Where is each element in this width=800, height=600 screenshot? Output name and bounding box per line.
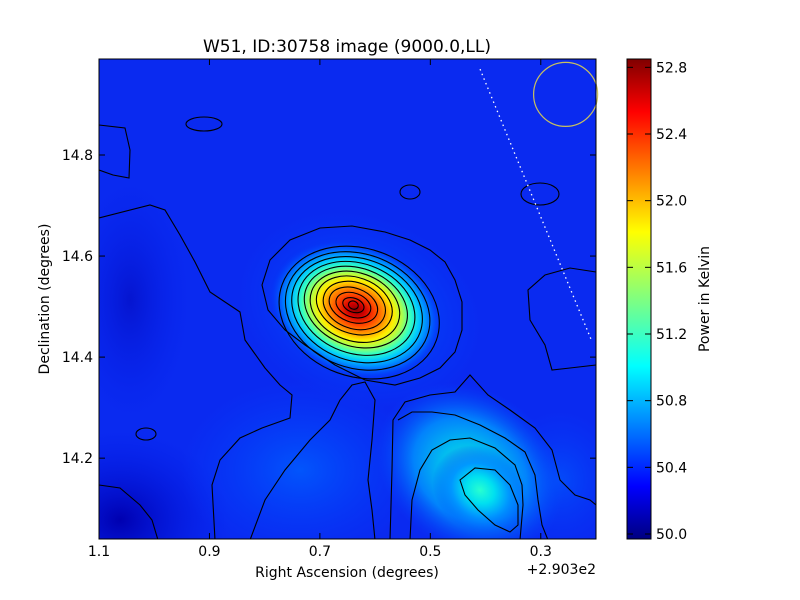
colorbar-ticks: 50.0 50.4 50.8 51.2 51.6 52.0 52.4 52.8 [627,60,687,543]
colorbar [626,58,652,540]
y-axis-ticks: 14.2 14.4 14.6 14.8 [62,148,596,467]
x-axis-offset-label: +2.903e2 [527,562,596,578]
contour-main-outer [261,225,463,386]
contour-blob-left [135,427,157,441]
x-tick-label: 0.7 [309,544,331,560]
dark-region-left [99,180,190,420]
x-tick-label: 0.9 [198,544,220,560]
contour-lines [99,116,596,539]
contour-left-boundary [99,204,293,539]
secondary-source [432,445,528,535]
contour-blob-top [185,116,223,132]
heatmap-image [99,59,596,539]
contour-lower-left [99,484,159,539]
colorbar-tick-label: 51.2 [656,327,687,343]
colorbar-tick-label: 51.6 [656,260,687,276]
plot-frame [98,58,597,540]
y-tick-label: 14.6 [62,249,93,265]
bright-region-bottom [180,380,420,539]
y-tick-label: 14.4 [62,350,93,366]
y-axis-label: Declination (degrees) [37,224,53,375]
colorbar-tick-label: 52.4 [656,127,687,143]
x-axis-label: Right Ascension (degrees) [255,565,439,581]
contour-blob-right [520,182,560,206]
chart-title: W51, ID:30758 image (9000.0,LL) [203,37,491,57]
contour-blob-small [399,184,421,200]
x-tick-label: 0.3 [530,544,552,560]
contour-secondary-1 [397,411,549,539]
colorbar-tick-label: 52.0 [656,194,687,210]
dotted-line [479,68,593,343]
contour-bottom-center [249,381,376,539]
beam-circle [532,61,599,127]
contour-secondary-outer [389,374,596,539]
colorbar-tick-label: 50.8 [656,394,687,410]
colorbar-label: Power in Kelvin [697,246,713,352]
y-tick-label: 14.8 [62,148,93,164]
contour-secondary-3 [459,467,519,533]
y-tick-label: 14.2 [62,451,93,467]
contour-left-edge-blob [99,124,131,179]
colorbar-tick-label: 50.0 [656,527,687,543]
contour-main-rings [278,245,440,380]
x-tick-label: 1.1 [88,544,110,560]
colorbar-tick-label: 52.8 [656,60,687,76]
x-tick-label: 0.5 [419,544,441,560]
contour-secondary-2 [409,437,524,539]
colorbar-tick-label: 50.4 [656,460,687,476]
contour-right-edge [527,267,596,371]
x-axis-ticks: 1.1 0.9 0.7 0.5 0.3 [88,59,552,560]
